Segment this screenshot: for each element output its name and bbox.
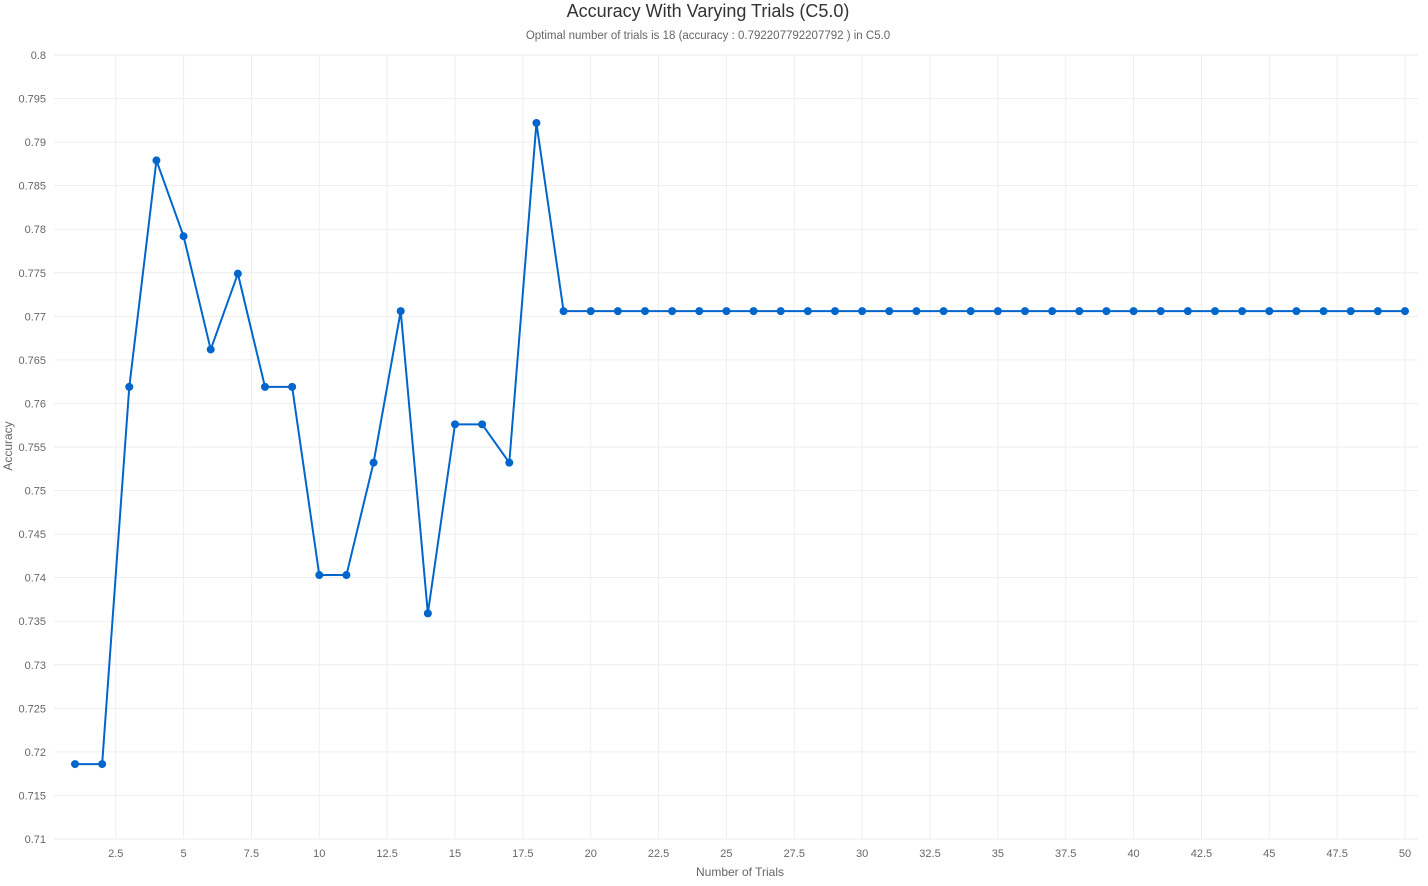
x-tick-label: 45: [1263, 848, 1275, 860]
data-point: [1156, 307, 1165, 316]
data-point: [1292, 307, 1301, 316]
x-axis-label: Number of Trials: [696, 865, 784, 879]
data-point: [1265, 307, 1274, 316]
data-point: [912, 307, 921, 316]
x-tick-label: 5: [181, 848, 187, 860]
chart-title: Accuracy With Varying Trials (C5.0): [567, 1, 850, 21]
y-tick-label: 0.765: [18, 355, 46, 367]
data-point: [722, 307, 731, 316]
data-point: [559, 307, 568, 316]
y-axis-label: Accuracy: [1, 421, 15, 470]
x-axis-ticks: 2.5 5 7.5 10 12.5 15 17.5 20 22.5 25 27.5 30 32.5 35 3…: [108, 848, 1411, 860]
y-tick-label: 0.735: [18, 616, 46, 628]
data-point: [1401, 307, 1409, 316]
y-tick-label: 0.72: [25, 747, 46, 759]
series-line: [75, 121, 1405, 766]
data-point: [858, 307, 867, 316]
data-point: [1238, 307, 1247, 316]
x-tick-label: 40: [1127, 848, 1139, 860]
data-point: [206, 345, 215, 354]
data-point: [1346, 307, 1355, 316]
x-tick-label: 50: [1399, 848, 1411, 860]
y-tick-label: 0.79: [25, 137, 46, 149]
data-point: [125, 382, 134, 391]
data-point: [233, 269, 242, 278]
data-point: [1211, 307, 1219, 316]
x-tick-label: 32.5: [919, 848, 940, 860]
x-tick-label: 35: [992, 848, 1004, 860]
y-tick-label: 0.745: [18, 529, 46, 541]
y-axis-ticks: 0.71 0.715 0.72 0.725 0.73 0.735 0.74 0.745 0.75…: [18, 50, 46, 846]
data-point: [342, 571, 351, 580]
x-tick-label: 7.5: [244, 848, 259, 860]
data-point: [71, 760, 79, 769]
series: [71, 118, 1409, 769]
y-tick-label: 0.755: [18, 442, 46, 454]
y-tick-label: 0.775: [18, 268, 46, 280]
data-point: [1183, 307, 1192, 316]
data-point: [315, 571, 324, 580]
y-tick-label: 0.71: [25, 834, 46, 846]
data-point: [1102, 307, 1111, 316]
x-tick-label: 37.5: [1055, 848, 1076, 860]
x-tick-label: 10: [313, 848, 325, 860]
x-tick-label: 2.5: [108, 848, 123, 860]
data-point: [179, 232, 188, 241]
data-point: [369, 458, 378, 467]
data-point: [803, 307, 812, 316]
data-point: [668, 307, 677, 316]
y-tick-label: 0.8: [31, 50, 46, 62]
data-point: [993, 307, 1002, 316]
data-point: [98, 760, 107, 769]
data-point: [1373, 307, 1382, 316]
x-tick-label: 27.5: [784, 848, 805, 860]
data-point: [288, 382, 297, 391]
y-tick-label: 0.73: [25, 660, 46, 672]
x-tick-label: 22.5: [648, 848, 669, 860]
x-tick-label: 42.5: [1191, 848, 1212, 860]
y-tick-label: 0.75: [25, 486, 46, 498]
data-point: [478, 420, 487, 429]
data-point: [939, 307, 948, 316]
data-point: [613, 307, 622, 316]
x-tick-label: 30: [856, 848, 868, 860]
y-tick-label: 0.725: [18, 703, 46, 715]
data-point: [396, 307, 405, 316]
chart-subtitle: Optimal number of trials is 18 (accuracy…: [526, 30, 890, 42]
y-tick-label: 0.78: [25, 224, 46, 236]
data-point: [451, 420, 459, 429]
data-point: [1075, 307, 1084, 316]
x-tick-label: 17.5: [512, 848, 533, 860]
data-point: [1129, 307, 1138, 316]
data-point: [749, 307, 758, 316]
x-tick-label: 47.5: [1326, 848, 1347, 860]
data-point: [152, 156, 161, 165]
data-point: [1048, 307, 1057, 316]
data-point: [966, 307, 975, 316]
x-tick-label: 15: [449, 848, 461, 860]
data-point: [885, 307, 894, 316]
x-tick-label: 12.5: [376, 848, 397, 860]
y-tick-label: 0.74: [25, 573, 46, 585]
y-tick-label: 0.715: [18, 790, 46, 802]
data-point: [423, 609, 432, 618]
y-tick-label: 0.77: [25, 311, 46, 323]
x-tick-label: 25: [720, 848, 732, 860]
y-tick-label: 0.785: [18, 181, 46, 193]
data-point: [586, 307, 595, 316]
y-tick-label: 0.795: [18, 94, 46, 106]
data-point: [505, 458, 514, 467]
data-point: [695, 307, 704, 316]
data-point: [1021, 307, 1029, 316]
grid: [54, 54, 1418, 840]
data-point: [831, 307, 839, 316]
data-point: [641, 307, 649, 316]
data-point: [532, 118, 541, 127]
data-point: [1319, 307, 1328, 316]
data-point: [261, 382, 269, 391]
data-point: [776, 307, 785, 316]
y-tick-label: 0.76: [25, 398, 46, 410]
x-tick-label: 20: [585, 848, 597, 860]
